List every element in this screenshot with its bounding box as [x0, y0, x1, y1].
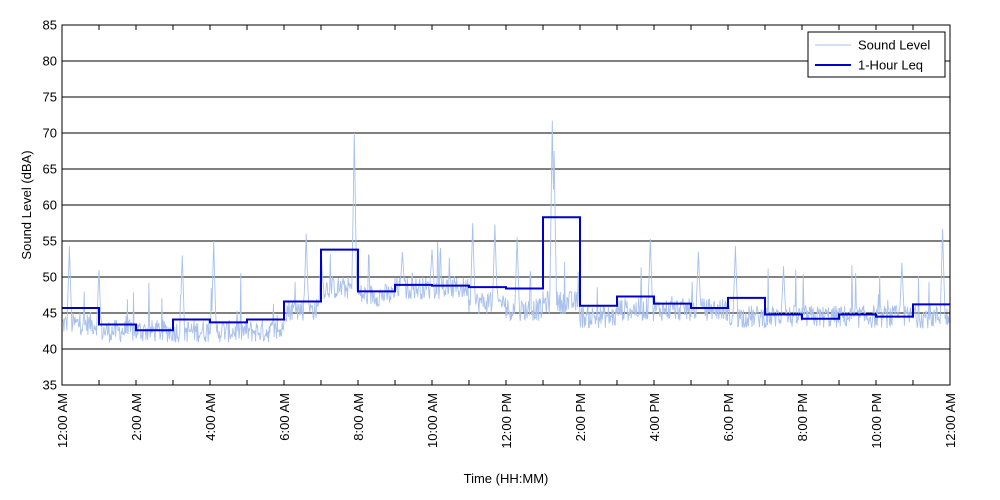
y-tick-label-85: 85	[43, 18, 57, 33]
legend-box	[807, 31, 946, 78]
x-tick-label-16: 4:00 PM	[647, 393, 662, 441]
x-tick-label-8: 8:00 AM	[351, 393, 366, 441]
x-tick-label-24: 12:00 AM	[943, 393, 958, 448]
x-tick-label-2: 2:00 AM	[129, 393, 144, 441]
y-tick-label-35: 35	[43, 378, 57, 393]
series-line-sound-level	[61, 120, 951, 343]
legend: Sound Level 1-Hour Leq	[807, 31, 946, 78]
x-tick-label-20: 8:00 PM	[795, 393, 810, 441]
x-tick-label-0: 12:00 AM	[55, 393, 70, 448]
legend-label-1-hour-leq: 1-Hour Leq	[858, 58, 923, 73]
x-tick-label-4: 4:00 AM	[203, 393, 218, 441]
y-tick-label-45: 45	[43, 306, 57, 321]
x-tick-label-10: 10:00 AM	[425, 393, 440, 448]
x-tick-label-12: 12:00 PM	[499, 393, 514, 449]
legend-label-sound-level: Sound Level	[858, 38, 930, 53]
y-axis-title: Sound Level (dBA)	[19, 150, 34, 259]
y-axis-ticks: 35 40 45 50 55 60 65 70 75 80 85	[43, 18, 950, 393]
y-tick-label-75: 75	[43, 90, 57, 105]
y-tick-label-55: 55	[43, 234, 57, 249]
grid-lines	[62, 60, 950, 350]
y-tick-label-65: 65	[43, 162, 57, 177]
series-line-1-hour-leq	[62, 216, 950, 332]
series-1-hour-leq	[62, 216, 950, 332]
series-sound-level	[61, 120, 951, 343]
x-tick-label-22: 10:00 PM	[869, 393, 884, 449]
x-axis-ticks: 12:00 AM 2:00 AM 4:00 AM 6:00 AM 8:00 AM 10:0…	[55, 25, 958, 449]
y-tick-label-50: 50	[43, 270, 57, 285]
y-tick-label-70: 70	[43, 126, 57, 141]
x-axis-title: Time (HH:MM)	[464, 471, 549, 486]
y-tick-label-60: 60	[43, 198, 57, 213]
y-tick-label-40: 40	[43, 342, 57, 357]
x-tick-label-18: 6:00 PM	[721, 393, 736, 441]
x-tick-label-6: 6:00 AM	[277, 393, 292, 441]
x-tick-label-14: 2:00 PM	[573, 393, 588, 441]
y-tick-label-80: 80	[43, 54, 57, 69]
